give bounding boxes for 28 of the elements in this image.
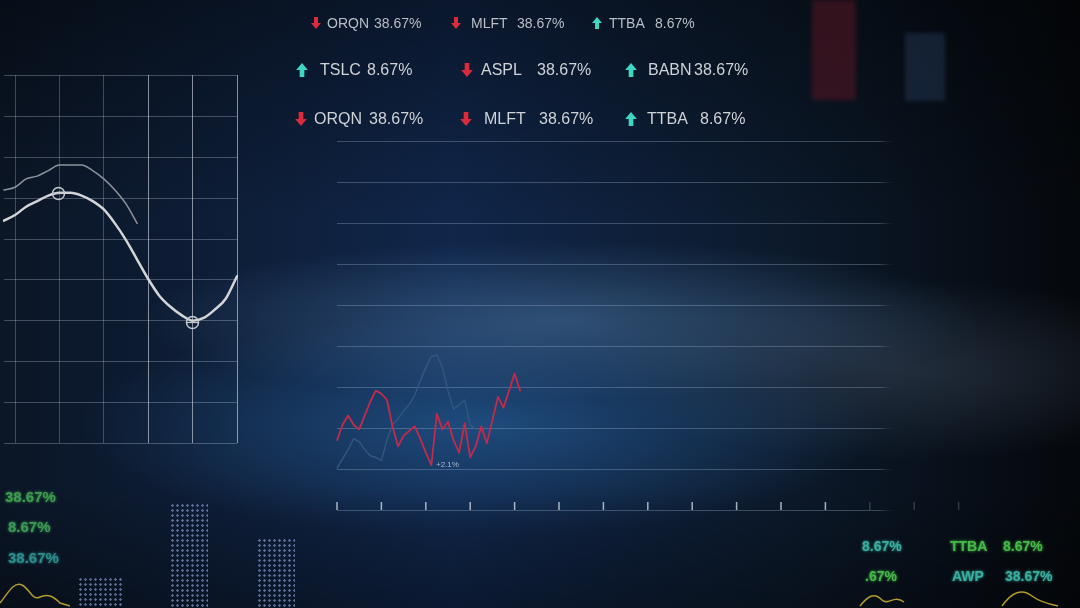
text: .67% xyxy=(865,567,897,585)
text: 8.67% xyxy=(367,60,413,80)
text: TSLC xyxy=(320,60,361,80)
text: TTBA xyxy=(647,109,688,129)
text: 38.67% xyxy=(517,14,565,32)
text: 8.67% xyxy=(655,14,695,32)
text: 38.67% xyxy=(5,488,56,506)
text: 38.67% xyxy=(369,109,424,129)
text: 38.67% xyxy=(694,60,749,80)
text: TTBA xyxy=(609,14,645,32)
annotation: +2.1% xyxy=(436,460,459,470)
text: TTBA xyxy=(950,537,988,555)
text: ASPL xyxy=(481,60,522,80)
text: 8.67% xyxy=(700,109,746,129)
text: 38.67% xyxy=(1005,567,1053,585)
text: 38.67% xyxy=(374,14,422,32)
text: 8.67% xyxy=(862,537,902,555)
text: AWP xyxy=(952,567,984,585)
text: MLFT xyxy=(471,14,508,32)
text: ORQN xyxy=(314,109,362,129)
text: 38.67% xyxy=(537,60,592,80)
text: 8.67% xyxy=(1003,537,1043,555)
text: 8.67% xyxy=(8,518,51,536)
text: 38.67% xyxy=(8,549,59,567)
text: BABN xyxy=(648,60,692,80)
text: 38.67% xyxy=(539,109,594,129)
text: ORQN xyxy=(327,14,369,32)
text: MLFT xyxy=(484,109,526,129)
